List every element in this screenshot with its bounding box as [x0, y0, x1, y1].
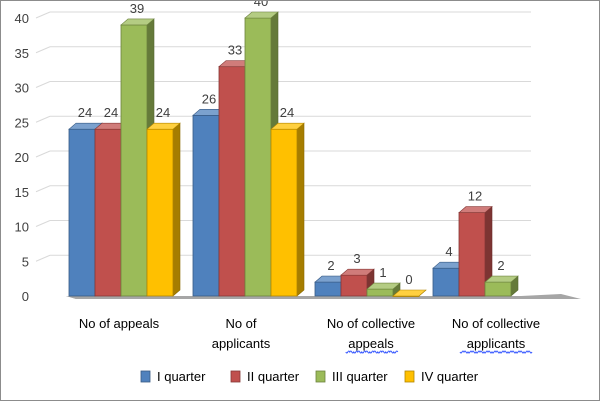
category-label: applicants	[212, 336, 271, 351]
category-label: No of	[225, 316, 256, 331]
spellcheck-underline	[459, 350, 533, 354]
bar-front	[314, 281, 342, 297]
bar-top	[392, 289, 427, 297]
bar	[392, 289, 427, 297]
data-label: 2	[327, 258, 334, 273]
data-label: 39	[130, 1, 144, 16]
data-label: 2	[497, 258, 504, 273]
y-axis-tick-labels: 0 5 10 15 20 25 30 35 40	[15, 11, 29, 304]
legend-swatch	[404, 370, 415, 383]
data-label: 24	[78, 105, 92, 120]
bar-side	[172, 122, 181, 297]
legend-label: IV quarter	[421, 369, 479, 384]
category-label: appeals	[348, 336, 394, 351]
bar-front	[68, 128, 96, 297]
legend-label: I quarter	[157, 369, 206, 384]
bar-front	[218, 66, 246, 297]
bar	[146, 122, 181, 297]
data-label: 40	[254, 1, 268, 9]
floor-edge	[66, 294, 581, 299]
data-label: 3	[353, 251, 360, 266]
bar-front	[192, 114, 220, 297]
bar	[484, 275, 519, 297]
category-label: No of collective	[452, 316, 540, 331]
data-label: 24	[104, 105, 118, 120]
legend-item: IV quarter	[404, 369, 479, 384]
category-labels: No of appeals No of applicants No of collec…	[79, 316, 540, 354]
bar-front	[270, 128, 298, 297]
gridline-side	[35, 46, 51, 54]
legend-swatch	[315, 370, 326, 383]
bar-top	[366, 282, 401, 290]
bar-top	[458, 206, 493, 213]
bar-front	[366, 288, 394, 297]
bar	[366, 282, 401, 297]
gridline-side	[35, 220, 51, 227]
bar-top	[244, 11, 279, 19]
category-label: applicants	[467, 336, 526, 351]
legend-swatch	[140, 370, 151, 383]
legend-label: III quarter	[332, 369, 388, 384]
bars	[68, 11, 519, 297]
gridline-side	[35, 11, 51, 19]
bar-front	[94, 128, 122, 297]
bar	[432, 261, 467, 297]
data-label: 1	[379, 265, 386, 280]
category-label: No of collective	[327, 316, 415, 331]
bar-side	[296, 122, 305, 297]
bar-front	[244, 17, 272, 297]
bar-top	[484, 275, 519, 283]
bar-front	[432, 267, 460, 297]
y-tick-label: 15	[15, 185, 29, 200]
bar-front	[146, 128, 174, 297]
legend-swatch	[230, 370, 241, 383]
bar	[458, 205, 493, 297]
spellcheck-underline	[345, 350, 399, 354]
bar-top	[120, 18, 155, 26]
legend-label: II quarter	[247, 369, 300, 384]
y-tick-label: 10	[15, 220, 29, 235]
category-label: No of appeals	[79, 316, 160, 331]
bar-top	[146, 122, 181, 130]
legend-item: I quarter	[140, 369, 206, 384]
gridline-side	[35, 81, 51, 88]
y-tick-label: 35	[15, 46, 29, 61]
gridline-side	[35, 115, 51, 123]
legend-item: III quarter	[315, 369, 388, 384]
bar-front	[340, 274, 368, 297]
y-tick-label: 5	[22, 254, 29, 269]
y-tick-label: 40	[15, 11, 29, 26]
gridline-side	[35, 150, 51, 158]
bar-top	[270, 122, 305, 130]
data-label: 0	[405, 272, 412, 287]
bar-front	[458, 212, 486, 297]
data-label: 26	[202, 91, 216, 106]
data-labels: 24 24 39 24 26 33 40 24 2 3 1 0 4 12 2	[78, 1, 505, 287]
gridline-side	[35, 185, 51, 193]
data-label: 4	[445, 244, 452, 259]
bar-front	[484, 281, 512, 297]
y-tick-label: 0	[22, 289, 29, 304]
bar-top	[340, 268, 375, 276]
chart-floor	[66, 294, 581, 299]
gridline-side	[35, 254, 51, 262]
legend-item: II quarter	[230, 369, 300, 384]
data-label: 24	[280, 105, 294, 120]
y-tick-label: 25	[15, 115, 29, 130]
bar-front	[120, 24, 148, 297]
legend: I quarter II quarter III quarter IV quarter	[140, 369, 479, 384]
data-label: 12	[468, 189, 482, 204]
data-label: 33	[228, 43, 242, 58]
bar	[270, 122, 305, 297]
data-label: 24	[156, 105, 170, 120]
y-tick-label: 20	[15, 150, 29, 165]
y-tick-label: 30	[15, 81, 29, 96]
